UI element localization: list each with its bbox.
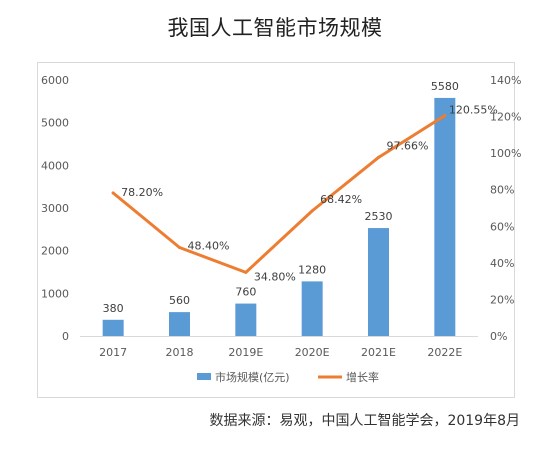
x-tick-label: 2020E: [295, 346, 330, 359]
y-right-tick-label: 20%: [490, 293, 514, 306]
bar: [102, 319, 124, 336]
bar: [301, 281, 323, 336]
legend-label-line: 增长率: [346, 370, 379, 384]
x-tick-label: 2017: [99, 346, 127, 359]
y-right-tick-label: 0%: [490, 330, 507, 343]
bar: [169, 312, 190, 336]
growth-rate-label: 120.55%: [449, 104, 498, 117]
y-right-tick-label: 40%: [490, 257, 514, 270]
chart-frame: [37, 62, 515, 398]
legend-label-bars: 市场规模(亿元): [215, 370, 290, 384]
chart-title: 我国人工智能市场规模: [167, 16, 383, 40]
y-right-tick-label: 140%: [490, 74, 521, 87]
y-left-tick-label: 3000: [41, 202, 69, 215]
y-left-tick-label: 0: [62, 330, 69, 343]
y-right-tick-label: 80%: [490, 184, 514, 197]
x-tick-label: 2021E: [361, 346, 396, 359]
growth-rate-point: [111, 191, 115, 195]
bar: [434, 97, 456, 336]
bar-value-label: 5580: [431, 80, 459, 93]
bar-value-label: 2530: [365, 210, 393, 223]
bar-value-label: 380: [103, 302, 124, 315]
x-tick-label: 2022E: [427, 346, 462, 359]
x-tick-label: 2019E: [228, 346, 263, 359]
growth-rate-point: [443, 114, 447, 118]
growth-rate-point: [310, 209, 314, 213]
growth-rate-point: [244, 270, 248, 274]
y-left-tick-label: 5000: [41, 117, 69, 130]
bar: [368, 228, 389, 336]
y-right-tick-label: 60%: [490, 220, 514, 233]
growth-rate-point: [178, 245, 181, 249]
growth-rate-label: 48.40%: [188, 239, 230, 252]
y-left-tick-label: 6000: [41, 74, 69, 87]
legend-swatch-bars: [197, 373, 211, 380]
bar-value-label: 1280: [298, 263, 326, 276]
bar: [235, 303, 257, 336]
bar-value-label: 560: [169, 294, 190, 307]
growth-rate-line: [111, 114, 447, 274]
growth-rate-label: 97.66%: [387, 139, 429, 152]
growth-rate-label: 78.20%: [121, 186, 163, 199]
source-note: 数据来源：易观，中国人工智能学会，2019年8月: [209, 413, 520, 429]
growth-rate-label: 68.42%: [320, 193, 362, 206]
growth-rate-label: 34.80%: [254, 270, 296, 283]
y-left-tick-label: 4000: [41, 159, 69, 172]
y-right-tick-label: 120%: [490, 111, 521, 124]
bar-value-label: 760: [235, 286, 256, 299]
y-left-tick-label: 1000: [41, 287, 69, 300]
y-right-tick-label: 100%: [490, 147, 521, 160]
y-left-tick-label: 2000: [41, 245, 69, 258]
growth-rate-point: [377, 155, 380, 159]
x-tick-label: 2018: [166, 346, 194, 359]
